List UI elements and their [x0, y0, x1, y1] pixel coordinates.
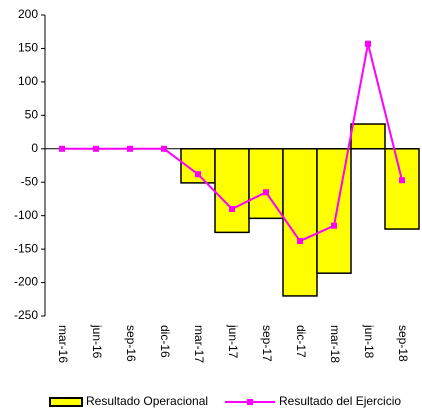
- marker: [399, 177, 405, 184]
- y-tick-label: 50: [25, 108, 39, 122]
- y-tick-label: 200: [18, 7, 38, 21]
- y-tick-label: 0: [31, 141, 38, 155]
- y-tick-label: -250: [14, 308, 38, 322]
- x-tick-label: mar-18: [328, 325, 342, 363]
- y-tick-label: -150: [14, 241, 38, 255]
- marker: [127, 145, 133, 152]
- marker: [263, 189, 269, 196]
- legend-swatch: [49, 397, 83, 407]
- legend-label: Resultado Operacional: [86, 394, 208, 408]
- marker: [331, 222, 337, 229]
- x-tick-label: sep-18: [396, 325, 410, 362]
- x-tick-label: jun-17: [226, 324, 240, 359]
- marker: [93, 145, 99, 152]
- marker: [297, 238, 303, 245]
- marker: [365, 40, 371, 47]
- x-tick-label: dic-17: [294, 325, 308, 358]
- x-tick-label: mar-17: [192, 325, 206, 363]
- marker: [161, 145, 167, 152]
- marker: [229, 205, 235, 212]
- bar: [350, 123, 386, 150]
- y-tick-label: -200: [14, 275, 38, 289]
- marker: [59, 145, 65, 152]
- y-tick-label: 100: [18, 74, 38, 88]
- bar: [214, 148, 250, 234]
- x-tick-label: dic-16: [158, 325, 172, 358]
- y-tick-label: -50: [21, 174, 39, 188]
- x-tick-label: jun-18: [362, 324, 376, 359]
- y-tick-label: 150: [18, 41, 38, 55]
- bar: [384, 148, 420, 230]
- x-tick-label: mar-16: [56, 325, 70, 363]
- legend-marker: [247, 399, 253, 405]
- x-tick-label: sep-17: [260, 325, 274, 362]
- marker: [195, 171, 201, 178]
- x-tick-label: sep-16: [124, 325, 138, 362]
- y-tick-label: -100: [14, 208, 38, 222]
- legend-label: Resultado del Ejercicio: [279, 394, 401, 408]
- x-tick-label: jun-16: [90, 324, 104, 359]
- bar: [248, 148, 284, 220]
